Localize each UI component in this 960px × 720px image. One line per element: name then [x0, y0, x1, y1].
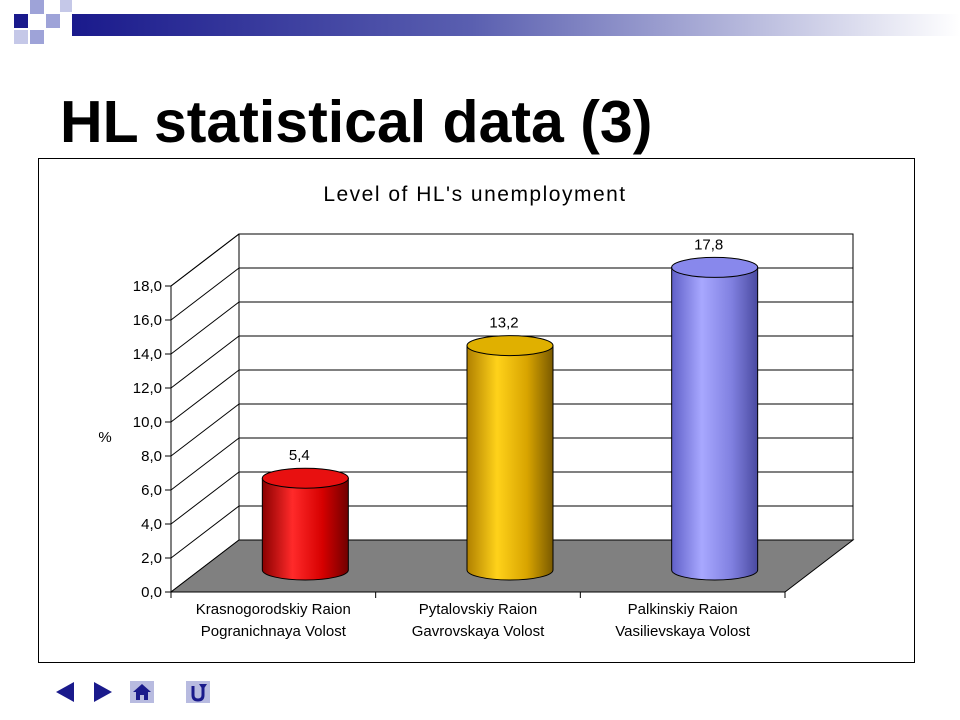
return-button[interactable]: [184, 680, 212, 704]
gridline-side: [170, 267, 240, 321]
y-axis: 0,0 2,0 4,0 6,0 8,0 10,0 12,0 14,0 16,0 18,0: [133, 278, 172, 601]
x-tick-label: Pytalovskiy Raion Gavrovskaya Volost: [412, 601, 545, 640]
gridline-side: [170, 335, 240, 389]
bar: [671, 256, 759, 581]
data-label: 17,8: [694, 236, 723, 253]
triangle-left-icon: [56, 682, 74, 702]
gridline-side: [170, 369, 240, 423]
chart-title: Level of HL's unemployment: [323, 183, 626, 206]
bars: [261, 256, 759, 581]
decor-square-light: [30, 30, 44, 44]
y-tick-label: 8,0: [141, 448, 162, 465]
title-decoration: [14, 0, 960, 44]
gridline-side: [170, 505, 240, 559]
bar: [466, 335, 554, 581]
house-icon: [133, 684, 151, 700]
gridline-side: [170, 403, 240, 457]
decor-square-light: [30, 0, 44, 14]
y-tick-label: 2,0: [141, 550, 162, 567]
next-slide-button[interactable]: [88, 680, 116, 704]
previous-slide-button[interactable]: [52, 680, 80, 704]
y-tick-label: 16,0: [133, 312, 162, 329]
gridline-side: [170, 233, 240, 287]
decor-square-navy: [14, 14, 28, 28]
bar-top: [671, 256, 759, 278]
x-tick-label: Palkinskiy Raion Vasilievskaya Volost: [615, 601, 751, 640]
bar: [261, 467, 349, 581]
triangle-right-icon: [94, 682, 112, 702]
gridline-side: [170, 471, 240, 525]
x-axis: Krasnogorodskiy Raion Pogranichnaya Volos…: [170, 591, 786, 640]
home-button[interactable]: [128, 680, 156, 704]
y-tick-label: 0,0: [141, 584, 162, 601]
y-tick-label: 6,0: [141, 482, 162, 499]
bar-body: [671, 266, 759, 581]
bar-top: [261, 467, 349, 489]
x-tick-label: Krasnogorodskiy Raion Pogranichnaya Volos…: [196, 601, 351, 640]
chart-frame: Level of HL's unemployment % 0,0 2,0 4,0 6,…: [38, 158, 915, 663]
y-tick-label: 18,0: [133, 278, 162, 295]
data-labels: 5,4 13,2 17,8: [289, 236, 723, 464]
decor-square-light: [14, 30, 28, 44]
y-tick-label: 4,0: [141, 516, 162, 533]
data-label: 5,4: [289, 447, 310, 464]
y-axis-label: %: [98, 429, 111, 446]
bar-body: [466, 345, 554, 581]
y-tick-label: 12,0: [133, 380, 162, 397]
slide-navigation: [44, 680, 224, 708]
page-title: HL statistical data (3): [60, 89, 653, 155]
decor-square-light: [46, 14, 60, 28]
return-arrow-icon: [191, 684, 207, 702]
y-tick-label: 10,0: [133, 414, 162, 431]
gridline-side: [170, 437, 240, 491]
y-tick-label: 14,0: [133, 346, 162, 363]
gridline-side: [170, 301, 240, 355]
bar-chart: Level of HL's unemployment % 0,0 2,0 4,0 6,…: [98, 183, 855, 640]
bar-top: [466, 335, 554, 357]
bar-body: [261, 477, 349, 581]
decor-gradient-band: [72, 14, 960, 36]
data-label: 13,2: [489, 315, 518, 332]
decor-square-navy: [60, 0, 72, 12]
